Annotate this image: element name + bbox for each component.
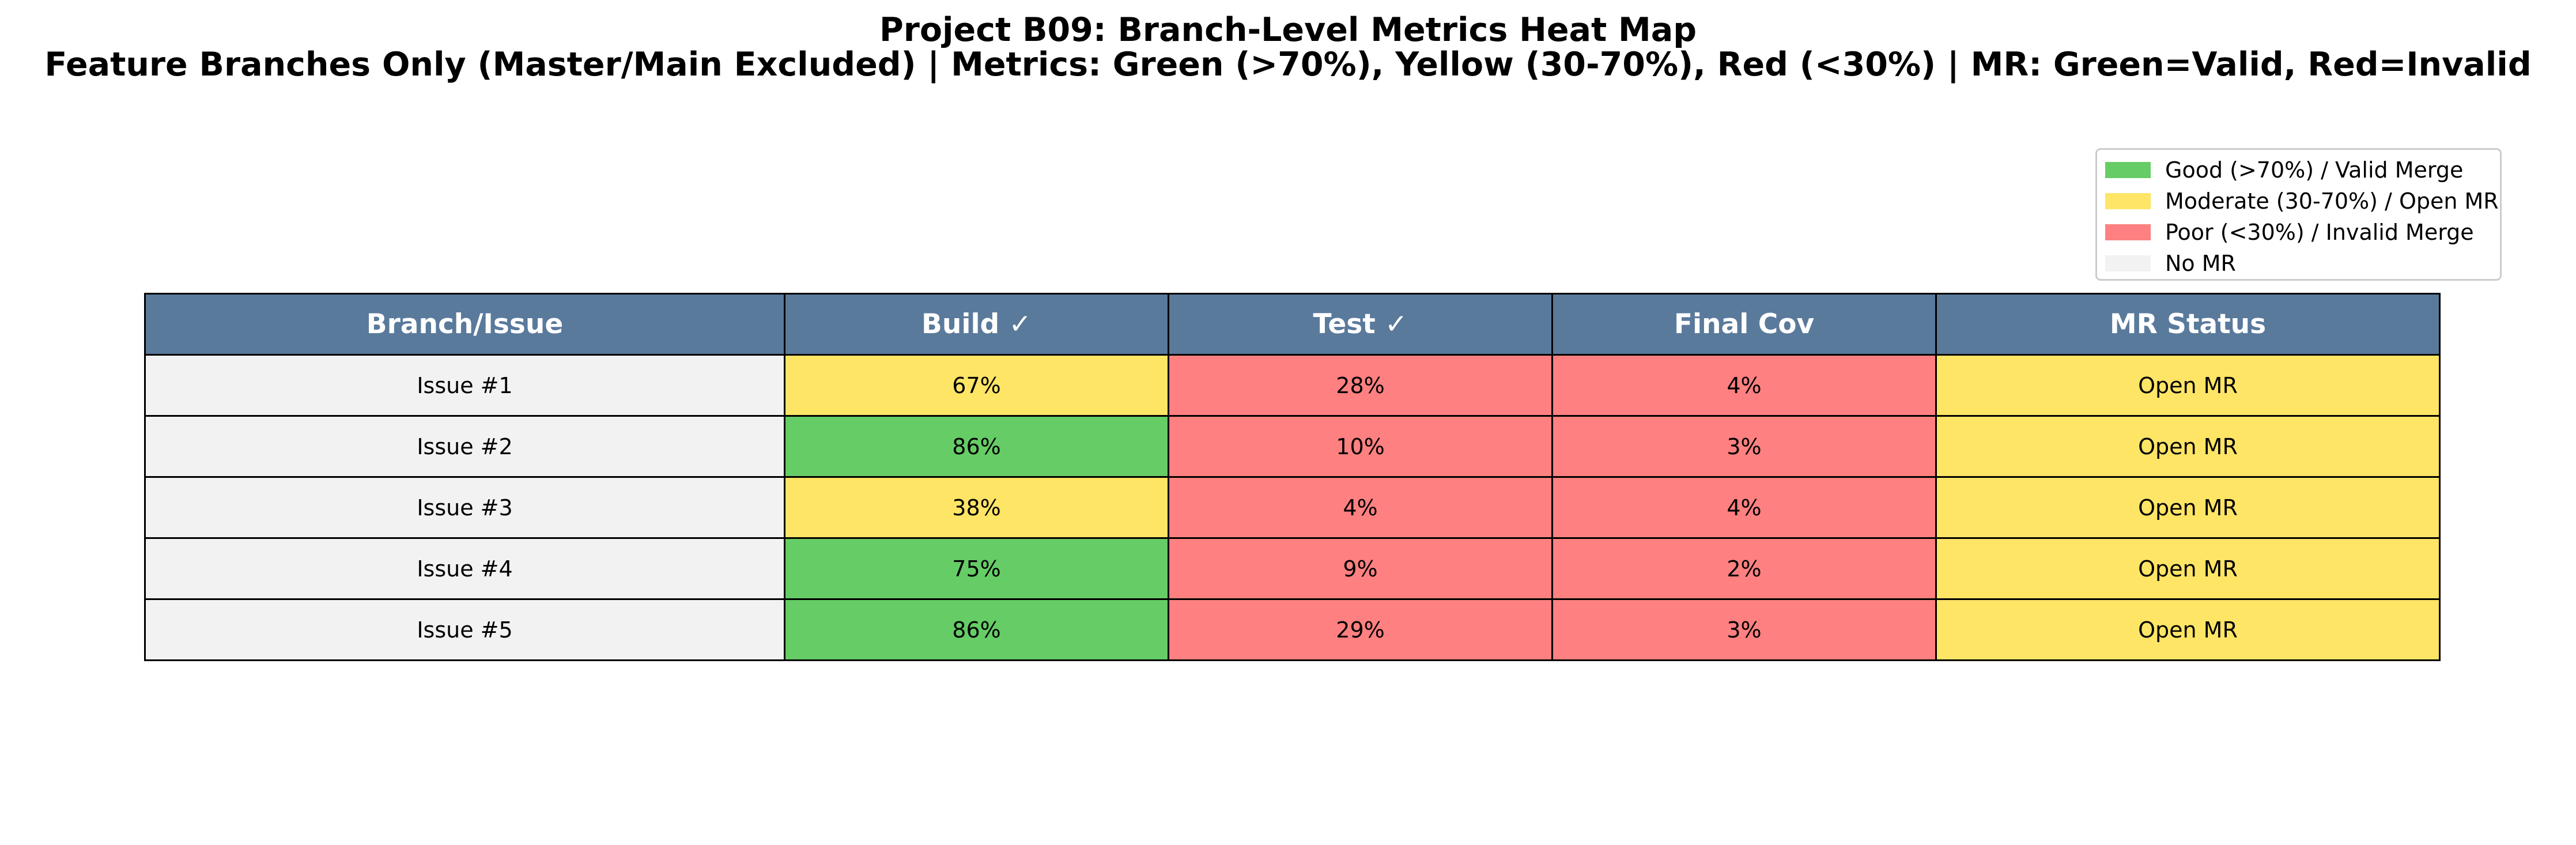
cell-row1-final-cov: 4% <box>1551 354 1937 417</box>
cell-row3-test: 4% <box>1168 476 1553 539</box>
cell-row4-branch: Issue #4 <box>144 537 785 600</box>
legend-label-poor: Poor (<30%) / Invalid Merge <box>2165 220 2474 245</box>
legend-entry-poor: Poor (<30%) / Invalid Merge <box>2097 217 2500 248</box>
cell-row4-mr-status: Open MR <box>1935 537 2441 600</box>
cell-row3-build: 38% <box>784 476 1169 539</box>
cell-row1-branch: Issue #1 <box>144 354 785 417</box>
legend: Good (>70%) / Valid Merge Moderate (30-7… <box>2095 148 2502 281</box>
chart-subtitle: Feature Branches Only (Master/Main Exclu… <box>44 46 2532 84</box>
legend-entry-moderate: Moderate (30-70%) / Open MR <box>2097 186 2500 217</box>
legend-label-good: Good (>70%) / Valid Merge <box>2165 157 2464 183</box>
header-cell-test: Test ✓ <box>1168 293 1553 356</box>
legend-swatch-no-mr <box>2105 255 2151 271</box>
cell-row3-final-cov: 4% <box>1551 476 1937 539</box>
header-cell-mr-status: MR Status <box>1935 293 2441 356</box>
legend-swatch-moderate <box>2105 193 2151 209</box>
header-cell-build: Build ✓ <box>784 293 1169 356</box>
cell-row5-final-cov: 3% <box>1551 598 1937 661</box>
legend-label-moderate: Moderate (30-70%) / Open MR <box>2165 188 2499 214</box>
cell-row1-test: 28% <box>1168 354 1553 417</box>
cell-row1-mr-status: Open MR <box>1935 354 2441 417</box>
cell-row4-build: 75% <box>784 537 1169 600</box>
cell-row3-branch: Issue #3 <box>144 476 785 539</box>
cell-row5-mr-status: Open MR <box>1935 598 2441 661</box>
header-cell-final-cov: Final Cov <box>1551 293 1937 356</box>
cell-row5-test: 29% <box>1168 598 1553 661</box>
cell-row2-branch: Issue #2 <box>144 415 785 478</box>
cell-row5-branch: Issue #5 <box>144 598 785 661</box>
chart-title: Project B09: Branch-Level Metrics Heat M… <box>879 11 1697 49</box>
cell-row1-build: 67% <box>784 354 1169 417</box>
cell-row4-test: 9% <box>1168 537 1553 600</box>
cell-row2-mr-status: Open MR <box>1935 415 2441 478</box>
cell-row2-build: 86% <box>784 415 1169 478</box>
cell-row3-mr-status: Open MR <box>1935 476 2441 539</box>
legend-label-no-mr: No MR <box>2165 251 2236 276</box>
cell-row4-final-cov: 2% <box>1551 537 1937 600</box>
cell-row2-test: 10% <box>1168 415 1553 478</box>
cell-row2-final-cov: 3% <box>1551 415 1937 478</box>
legend-swatch-good <box>2105 162 2151 178</box>
cell-row5-build: 86% <box>784 598 1169 661</box>
header-cell-branch: Branch/Issue <box>144 293 785 356</box>
legend-entry-no-mr: No MR <box>2097 248 2500 279</box>
legend-entry-good: Good (>70%) / Valid Merge <box>2097 154 2500 186</box>
legend-swatch-poor <box>2105 224 2151 240</box>
heatmap-table: Branch/Issue Build ✓ Test ✓ Final Cov MR Sta… <box>144 293 2441 661</box>
